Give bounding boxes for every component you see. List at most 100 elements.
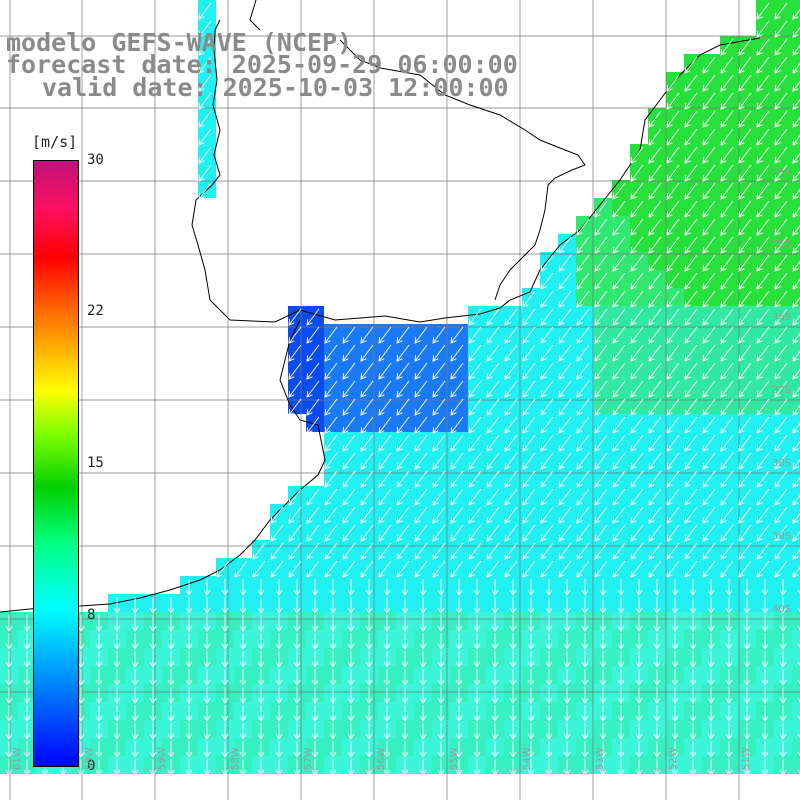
wind-arrow <box>792 8 800 20</box>
wind-arrow <box>702 218 716 236</box>
wind-arrow <box>779 687 787 704</box>
wind-arrow <box>594 452 608 470</box>
lon-label: 52W <box>668 747 679 770</box>
wind-arrow <box>293 741 301 758</box>
wind-arrow <box>365 705 373 722</box>
wind-arrow <box>792 494 800 506</box>
wind-arrow <box>540 380 554 398</box>
wind-arrow <box>329 651 337 668</box>
wind-arrow <box>666 146 680 164</box>
wind-arrow <box>545 741 553 758</box>
wind-arrow <box>707 633 715 650</box>
wind-arrow <box>324 542 338 560</box>
wind-arrow <box>113 723 121 740</box>
wind-arrow <box>383 723 391 740</box>
wind-cell <box>792 432 800 450</box>
wind-arrow <box>707 705 715 722</box>
wind-arrow <box>450 560 464 578</box>
wind-arrow <box>486 308 500 326</box>
wind-arrow <box>617 741 625 758</box>
wind-arrow <box>342 524 356 542</box>
wind-arrow <box>684 74 698 92</box>
wind-arrow <box>468 542 482 560</box>
wind-arrow <box>630 362 644 380</box>
wind-arrow <box>396 398 410 416</box>
wind-cell <box>792 126 800 144</box>
wind-arrow <box>527 669 535 686</box>
wind-arrow <box>401 669 409 686</box>
wind-arrow <box>455 651 463 668</box>
wind-arrow <box>113 669 121 686</box>
wind-arrow <box>275 669 283 686</box>
wind-arrow <box>666 200 680 218</box>
wind-arrow <box>761 759 769 776</box>
wind-arrow <box>360 524 374 542</box>
wind-arrow <box>635 579 643 596</box>
wind-cell <box>792 342 800 360</box>
lon-label: 56W <box>376 747 387 770</box>
wind-arrow <box>761 669 769 686</box>
wind-arrow <box>185 723 193 740</box>
wind-arrow <box>671 741 679 758</box>
wind-arrow <box>635 759 643 776</box>
wind-arrow <box>401 687 409 704</box>
wind-arrow <box>738 146 752 164</box>
wind-arrow <box>774 2 788 20</box>
wind-arrow <box>509 633 517 650</box>
wind-arrow <box>378 434 392 452</box>
wind-arrow <box>756 326 770 344</box>
wind-arrow <box>671 723 679 740</box>
wind-arrow <box>684 56 698 74</box>
wind-arrow <box>437 759 445 776</box>
wind-arrow <box>396 362 410 380</box>
wind-arrow <box>216 560 230 578</box>
wind-arrow <box>630 452 644 470</box>
wind-arrow <box>23 741 31 758</box>
wind-arrow <box>563 633 571 650</box>
wind-arrow <box>761 579 769 596</box>
wind-arrow <box>455 597 463 614</box>
wind-arrow <box>149 759 157 776</box>
wind-arrow <box>648 128 662 146</box>
wind-arrow <box>113 759 121 776</box>
wind-cell <box>792 72 800 90</box>
wind-arrow <box>203 597 211 614</box>
wind-arrow <box>684 380 698 398</box>
wind-arrow <box>468 488 482 506</box>
wind-arrow <box>288 560 302 578</box>
wind-arrow <box>743 579 751 596</box>
wind-arrow <box>779 597 787 614</box>
wind-arrow <box>774 416 788 434</box>
wind-arrow <box>509 669 517 686</box>
wind-arrow <box>756 128 770 146</box>
wind-arrow <box>635 651 643 668</box>
wind-arrow <box>702 182 716 200</box>
wind-arrow <box>203 633 211 650</box>
wind-arrow <box>203 651 211 668</box>
wind-arrow <box>324 560 338 578</box>
wind-arrow <box>563 615 571 632</box>
wind-arrow <box>612 380 626 398</box>
wind-arrow <box>378 488 392 506</box>
wind-arrow <box>594 560 608 578</box>
wind-arrow <box>378 560 392 578</box>
wind-arrow <box>756 254 770 272</box>
wind-arrow <box>509 615 517 632</box>
wind-arrow <box>558 308 572 326</box>
wind-arrow <box>401 741 409 758</box>
wind-arrow <box>450 398 464 416</box>
wind-arrow <box>522 452 536 470</box>
wind-arrow <box>792 350 800 362</box>
wind-arrow <box>576 434 590 452</box>
wind-arrow <box>221 723 229 740</box>
wind-arrow <box>702 470 716 488</box>
wind-arrow <box>257 669 265 686</box>
wind-arrow <box>383 597 391 614</box>
wind-arrow <box>432 416 446 434</box>
wind-arrow <box>185 669 193 686</box>
wind-arrow <box>198 38 212 56</box>
wind-arrow <box>455 669 463 686</box>
wind-arrow <box>527 597 535 614</box>
wind-arrow <box>468 452 482 470</box>
wind-arrow <box>576 290 590 308</box>
